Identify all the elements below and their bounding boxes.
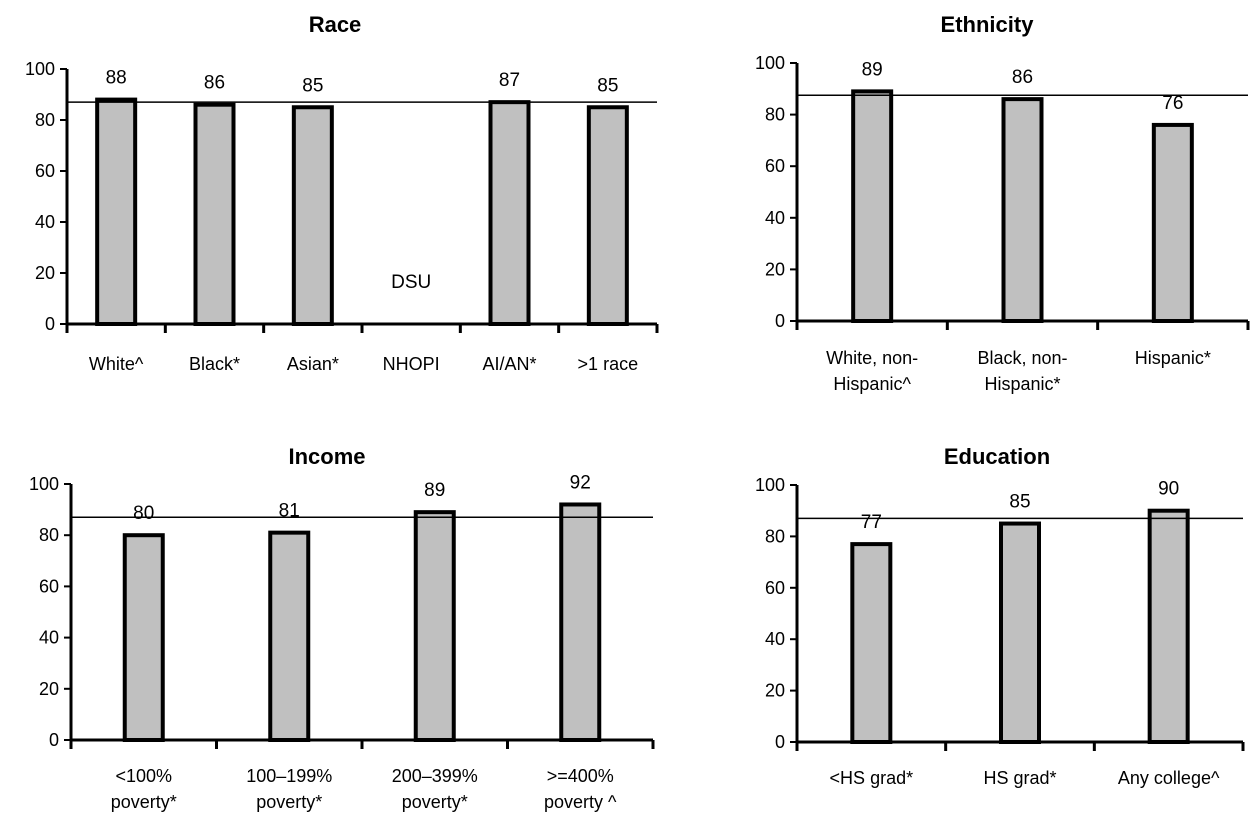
x-tick-label: <HS grad* [830, 768, 914, 788]
y-tick-label: 100 [25, 59, 55, 79]
x-tick-label: poverty* [256, 792, 322, 812]
x-tick-label: Any college^ [1118, 768, 1220, 788]
chart-title: Income [288, 444, 365, 469]
x-tick-label: HS grad* [983, 768, 1056, 788]
x-tick-label: >1 race [578, 354, 639, 374]
data-label: 76 [1162, 93, 1183, 114]
bar [586, 105, 629, 326]
y-tick-label: 0 [45, 314, 55, 334]
bar [193, 102, 236, 326]
y-tick-label: 0 [775, 311, 785, 331]
bar [488, 100, 531, 327]
data-label: DSU [391, 272, 431, 293]
x-tick-label: poverty* [111, 792, 177, 812]
data-label: 80 [133, 503, 154, 524]
bar [999, 521, 1041, 744]
data-label: 87 [499, 70, 520, 91]
y-tick-label: 20 [765, 259, 785, 279]
chart-panel-race: Race 0 20 40 60 80 100 88 White^ 86 Black* 85 Asian*… [25, 12, 659, 374]
data-label: 81 [279, 501, 300, 522]
y-tick-label: 60 [765, 156, 785, 176]
data-label: 86 [204, 73, 225, 94]
data-label: 77 [861, 512, 882, 533]
bar [559, 502, 602, 743]
chart-panel-income: Income 0 20 40 60 80 100 80 <100% poverty* 81 100–1… [29, 444, 655, 812]
y-tick-label: 100 [755, 475, 785, 495]
y-tick-label: 80 [765, 105, 785, 125]
x-tick-label: Hispanic* [984, 374, 1060, 394]
bar [95, 97, 138, 326]
x-tick-label: poverty ^ [544, 792, 617, 812]
y-tick-label: 0 [49, 730, 59, 750]
data-label: 88 [106, 68, 127, 89]
y-tick-label: 60 [35, 161, 55, 181]
y-tick-label: 40 [765, 208, 785, 228]
y-tick-label: 20 [765, 681, 785, 701]
data-label: 85 [597, 75, 618, 96]
x-tick-label: poverty* [402, 792, 468, 812]
y-tick-label: 80 [35, 110, 55, 130]
x-tick-label: NHOPI [383, 354, 440, 374]
y-tick-label: 40 [39, 628, 59, 648]
data-label: 89 [424, 480, 445, 501]
x-tick-label: White, non- [826, 348, 918, 368]
x-tick-label: White^ [89, 354, 144, 374]
data-label: 85 [1009, 492, 1030, 513]
chart-title: Race [309, 12, 362, 37]
y-tick-label: 60 [765, 578, 785, 598]
x-tick-label: Black, non- [977, 348, 1067, 368]
y-tick-label: 60 [39, 576, 59, 596]
x-tick-label: 100–199% [246, 766, 332, 786]
y-tick-label: 40 [765, 629, 785, 649]
x-tick-label: Asian* [287, 354, 339, 374]
y-tick-label: 80 [765, 526, 785, 546]
bar [1151, 122, 1194, 323]
data-label: 90 [1158, 479, 1179, 500]
bar [851, 89, 894, 323]
x-tick-label: AI/AN* [482, 354, 536, 374]
x-tick-label: Black* [189, 354, 240, 374]
y-tick-label: 100 [755, 53, 785, 73]
bar [1001, 97, 1044, 324]
chart-panel-education: Education 0 20 40 60 80 100 77 <HS grad* 85 HS gra… [755, 444, 1245, 788]
chart-panel-ethnicity: Ethnicity 0 20 40 60 80 100 89 White, non- Hispan… [755, 12, 1250, 394]
x-tick-label: >=400% [547, 766, 614, 786]
chart-title: Education [944, 444, 1050, 469]
bar [1147, 508, 1190, 745]
y-tick-label: 100 [29, 474, 59, 494]
x-tick-label: Hispanic* [1135, 348, 1211, 368]
bar [268, 530, 311, 743]
chart-title: Ethnicity [941, 12, 1035, 37]
bar [291, 105, 334, 326]
y-tick-label: 20 [35, 263, 55, 283]
y-tick-label: 20 [39, 679, 59, 699]
data-label: 86 [1012, 67, 1033, 88]
bar [850, 542, 893, 744]
bar [122, 533, 165, 743]
data-label: 85 [302, 75, 323, 96]
data-label: 89 [862, 59, 883, 80]
y-tick-label: 0 [775, 732, 785, 752]
x-tick-label: <100% [115, 766, 172, 786]
y-tick-label: 40 [35, 212, 55, 232]
y-tick-label: 80 [39, 525, 59, 545]
data-label: 92 [570, 472, 591, 493]
x-tick-label: 200–399% [392, 766, 478, 786]
x-tick-label: Hispanic^ [833, 374, 911, 394]
bar [413, 510, 456, 742]
